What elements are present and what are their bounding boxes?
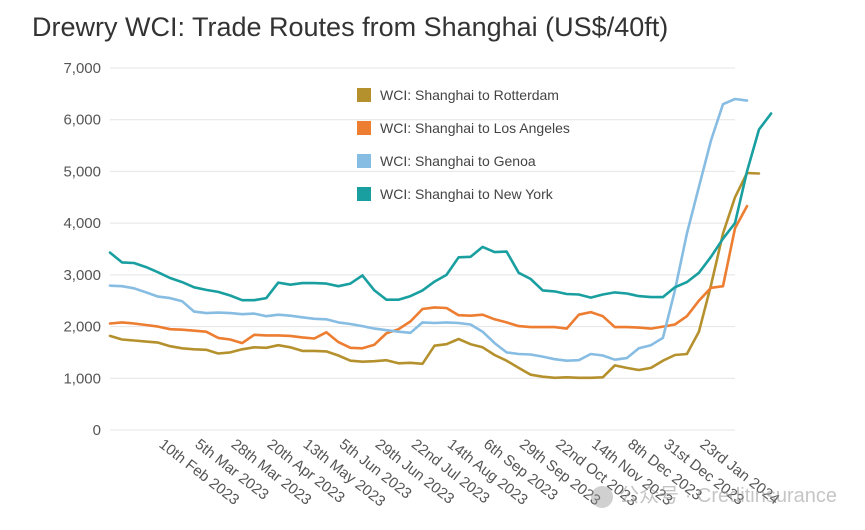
watermark: 公众号 · Creditinsurance [591,479,837,508]
watermark-text: 公众号 · Creditinsurance [619,485,837,507]
legend-label: WCI: Shanghai to Genoa [380,153,536,169]
y-tick-label: 1,000 [63,370,101,387]
legend-label: WCI: Shanghai to Rotterdam [380,87,559,103]
y-tick-label: 3,000 [63,267,101,284]
chart-title: Drewry WCI: Trade Routes from Shanghai (… [32,12,669,42]
series-line [108,97,749,362]
series-lines [108,97,773,380]
y-axis-ticks: 0 1,000 2,000 3,000 4,000 5,000 6,000 7,000 [63,60,101,439]
y-tick-label: 7,000 [63,60,101,77]
series-line [108,204,749,350]
legend-swatch [357,154,371,168]
legend-label: WCI: Shanghai to New York [380,186,554,202]
legend-swatch [357,187,371,201]
watermark-logo-icon [591,485,614,508]
legend: WCI: Shanghai to Rotterdam WCI: Shanghai … [357,87,570,202]
y-tick-label: 4,000 [63,215,101,232]
y-tick-label: 5,000 [63,163,101,180]
legend-swatch [357,121,371,135]
y-tick-label: 0 [93,422,101,439]
series-line [108,171,761,380]
legend-label: WCI: Shanghai to Los Angeles [380,120,570,136]
y-tick-label: 2,000 [63,319,101,336]
series-line [108,112,773,302]
gridlines [110,67,735,431]
y-tick-label: 6,000 [63,112,101,129]
legend-swatch [357,88,371,102]
